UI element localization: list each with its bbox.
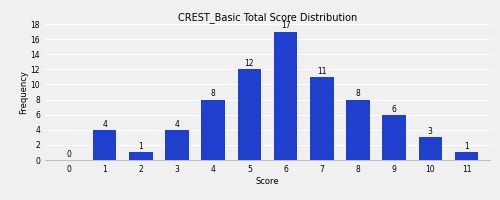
- Text: 12: 12: [244, 59, 254, 68]
- Bar: [238, 69, 261, 160]
- Text: 4: 4: [102, 120, 107, 129]
- Text: 8: 8: [211, 89, 216, 98]
- Text: 1: 1: [138, 142, 143, 151]
- Y-axis label: Frequency: Frequency: [18, 70, 28, 114]
- Bar: [202, 100, 225, 160]
- Bar: [454, 152, 478, 160]
- Bar: [418, 137, 442, 160]
- Bar: [166, 130, 189, 160]
- Bar: [274, 32, 297, 160]
- Text: 1: 1: [464, 142, 469, 151]
- Bar: [382, 115, 406, 160]
- Text: 4: 4: [174, 120, 180, 129]
- Text: 11: 11: [317, 67, 326, 76]
- X-axis label: Score: Score: [256, 177, 280, 186]
- Bar: [93, 130, 116, 160]
- Text: 17: 17: [281, 21, 290, 30]
- Text: 6: 6: [392, 105, 396, 114]
- Text: 3: 3: [428, 127, 432, 136]
- Text: 0: 0: [66, 150, 71, 159]
- Title: CREST_Basic Total Score Distribution: CREST_Basic Total Score Distribution: [178, 12, 357, 23]
- Text: 8: 8: [356, 89, 360, 98]
- Bar: [129, 152, 152, 160]
- Bar: [310, 77, 334, 160]
- Bar: [346, 100, 370, 160]
